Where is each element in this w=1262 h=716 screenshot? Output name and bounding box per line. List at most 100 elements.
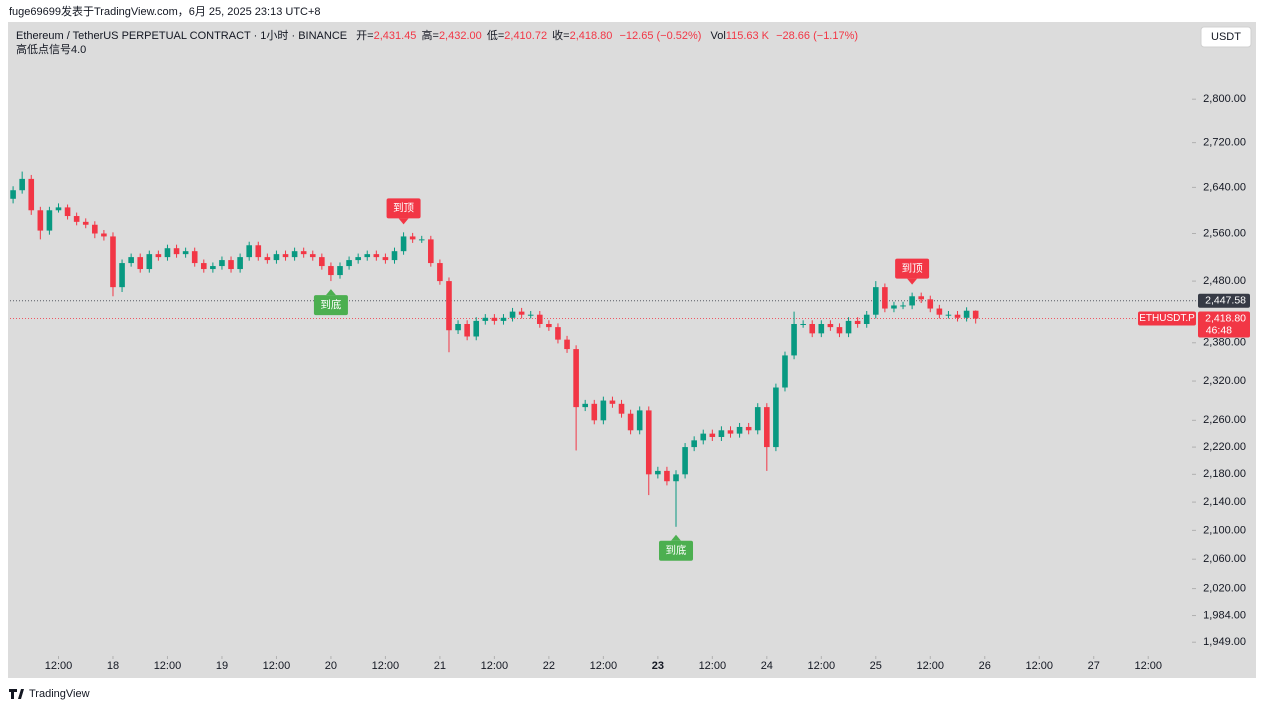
candle-body bbox=[19, 178, 25, 191]
signal: 到底 bbox=[659, 534, 694, 561]
indicator: 高低点信号4.0 bbox=[16, 42, 86, 56]
candle-body bbox=[900, 305, 906, 307]
candle-body bbox=[918, 296, 924, 300]
x-tick-label: 12:00 bbox=[1025, 660, 1053, 672]
candle-body bbox=[800, 324, 806, 326]
candle-body bbox=[137, 257, 144, 270]
candle-body bbox=[355, 257, 361, 261]
candle-body bbox=[482, 317, 489, 321]
candle-body bbox=[319, 257, 325, 267]
ohlc-value: 2,410.72 bbox=[504, 30, 547, 42]
candle-body bbox=[627, 413, 634, 431]
signal-box bbox=[895, 258, 930, 279]
candle-body bbox=[718, 430, 725, 437]
x-tick-label: 25 bbox=[870, 660, 882, 672]
y-tick-label: 2,720.00 bbox=[1203, 137, 1246, 149]
signal: 到顶 bbox=[895, 258, 930, 285]
y-tick-label: 2,180.00 bbox=[1203, 468, 1246, 480]
x-tick-label: 12:00 bbox=[372, 660, 400, 672]
candle-body bbox=[591, 403, 598, 421]
candle-body bbox=[464, 324, 470, 337]
candle-body bbox=[963, 310, 970, 318]
plot: 2,800.00 2,720.00 2,640.00 2,560.00 2,480.00… bbox=[10, 93, 1250, 672]
candle-body bbox=[782, 355, 788, 388]
candle-body bbox=[382, 257, 389, 261]
ohlc-label: 开= bbox=[356, 30, 373, 42]
candle-body bbox=[228, 260, 234, 270]
candle-body bbox=[564, 339, 570, 350]
candle-body bbox=[418, 239, 425, 241]
candle-body bbox=[609, 400, 616, 404]
y-tick-label: 2,020.00 bbox=[1203, 582, 1246, 594]
ohlc-value: 2,431.45 bbox=[374, 30, 417, 42]
attribution: fuge69699发表于TradingView.com，6月 25, 2025 … bbox=[9, 4, 321, 18]
candle-body bbox=[255, 245, 262, 258]
x-tick-label: 12:00 bbox=[1134, 660, 1162, 672]
candle-body bbox=[500, 317, 507, 321]
candle-body bbox=[682, 447, 688, 475]
candle-body bbox=[455, 324, 461, 331]
volume-label: Vol bbox=[711, 30, 726, 42]
candle-body bbox=[191, 251, 198, 264]
candle-body bbox=[872, 287, 879, 315]
candle-body bbox=[128, 257, 134, 264]
y-tick-label: 2,380.00 bbox=[1203, 337, 1246, 349]
candle-body bbox=[110, 236, 116, 288]
candle-body bbox=[237, 257, 243, 270]
candle-body bbox=[264, 257, 271, 261]
candle-body bbox=[491, 317, 498, 321]
x-tick-label: 12:00 bbox=[45, 660, 73, 672]
candle-body bbox=[446, 281, 452, 331]
y-tick-label: 2,640.00 bbox=[1203, 181, 1246, 193]
candle-body bbox=[518, 311, 525, 315]
candle-body bbox=[773, 387, 779, 448]
candle-body bbox=[764, 407, 770, 448]
currency-button[interactable] bbox=[1200, 26, 1252, 48]
x-tick-label: 12:00 bbox=[590, 660, 618, 672]
signal-pointer bbox=[671, 534, 682, 541]
y-tick-label: 2,140.00 bbox=[1203, 496, 1246, 508]
candle-body bbox=[73, 216, 80, 222]
y-tick-label: 1,984.00 bbox=[1203, 609, 1246, 621]
y-tick-label: 2,100.00 bbox=[1203, 524, 1246, 536]
x-tick-label: 12:00 bbox=[917, 660, 945, 672]
candle-body bbox=[37, 210, 44, 231]
candle-body bbox=[182, 251, 189, 255]
candle-body bbox=[754, 407, 761, 431]
candle-body bbox=[391, 251, 398, 261]
candle-body bbox=[200, 263, 207, 270]
candle-body bbox=[64, 207, 71, 217]
candle-body bbox=[346, 260, 352, 267]
candle-body bbox=[809, 324, 816, 334]
footer-logo bbox=[9, 689, 24, 699]
signal-box bbox=[659, 540, 694, 561]
signal-label: 到底 bbox=[320, 298, 341, 311]
candle-body bbox=[309, 254, 316, 258]
candle-body bbox=[10, 190, 16, 199]
candle-body bbox=[101, 233, 107, 237]
signal-label: 到顶 bbox=[393, 202, 414, 214]
x-tick-label: 23 bbox=[652, 660, 664, 672]
change: −12.65 (−0.52%) bbox=[619, 30, 701, 42]
volume-value: 115.63 K bbox=[726, 30, 770, 42]
candle-body bbox=[28, 178, 35, 211]
candle-body bbox=[246, 245, 252, 258]
ohlc-label: 低= bbox=[487, 29, 504, 42]
currency[interactable]: USDT bbox=[1211, 31, 1241, 43]
x-tick-label: 12:00 bbox=[699, 660, 727, 672]
x-tick-label: 12:00 bbox=[263, 660, 291, 672]
candle-body bbox=[273, 254, 280, 261]
x-tick-label: 18 bbox=[107, 660, 119, 672]
countdown: 46:48 bbox=[1206, 324, 1232, 336]
ohlc-label: 收= bbox=[552, 28, 569, 42]
candle-body bbox=[700, 433, 707, 441]
candle-body bbox=[509, 311, 516, 318]
candle-body bbox=[891, 305, 897, 309]
candle-body bbox=[818, 324, 825, 334]
signal-label: 到底 bbox=[666, 544, 687, 557]
candle-body bbox=[400, 236, 407, 252]
x-tick-label: 21 bbox=[434, 660, 446, 672]
title: Ethereum / TetherUS PERPETUAL CONTRACT ·… bbox=[16, 29, 347, 42]
candle-body bbox=[618, 403, 625, 414]
